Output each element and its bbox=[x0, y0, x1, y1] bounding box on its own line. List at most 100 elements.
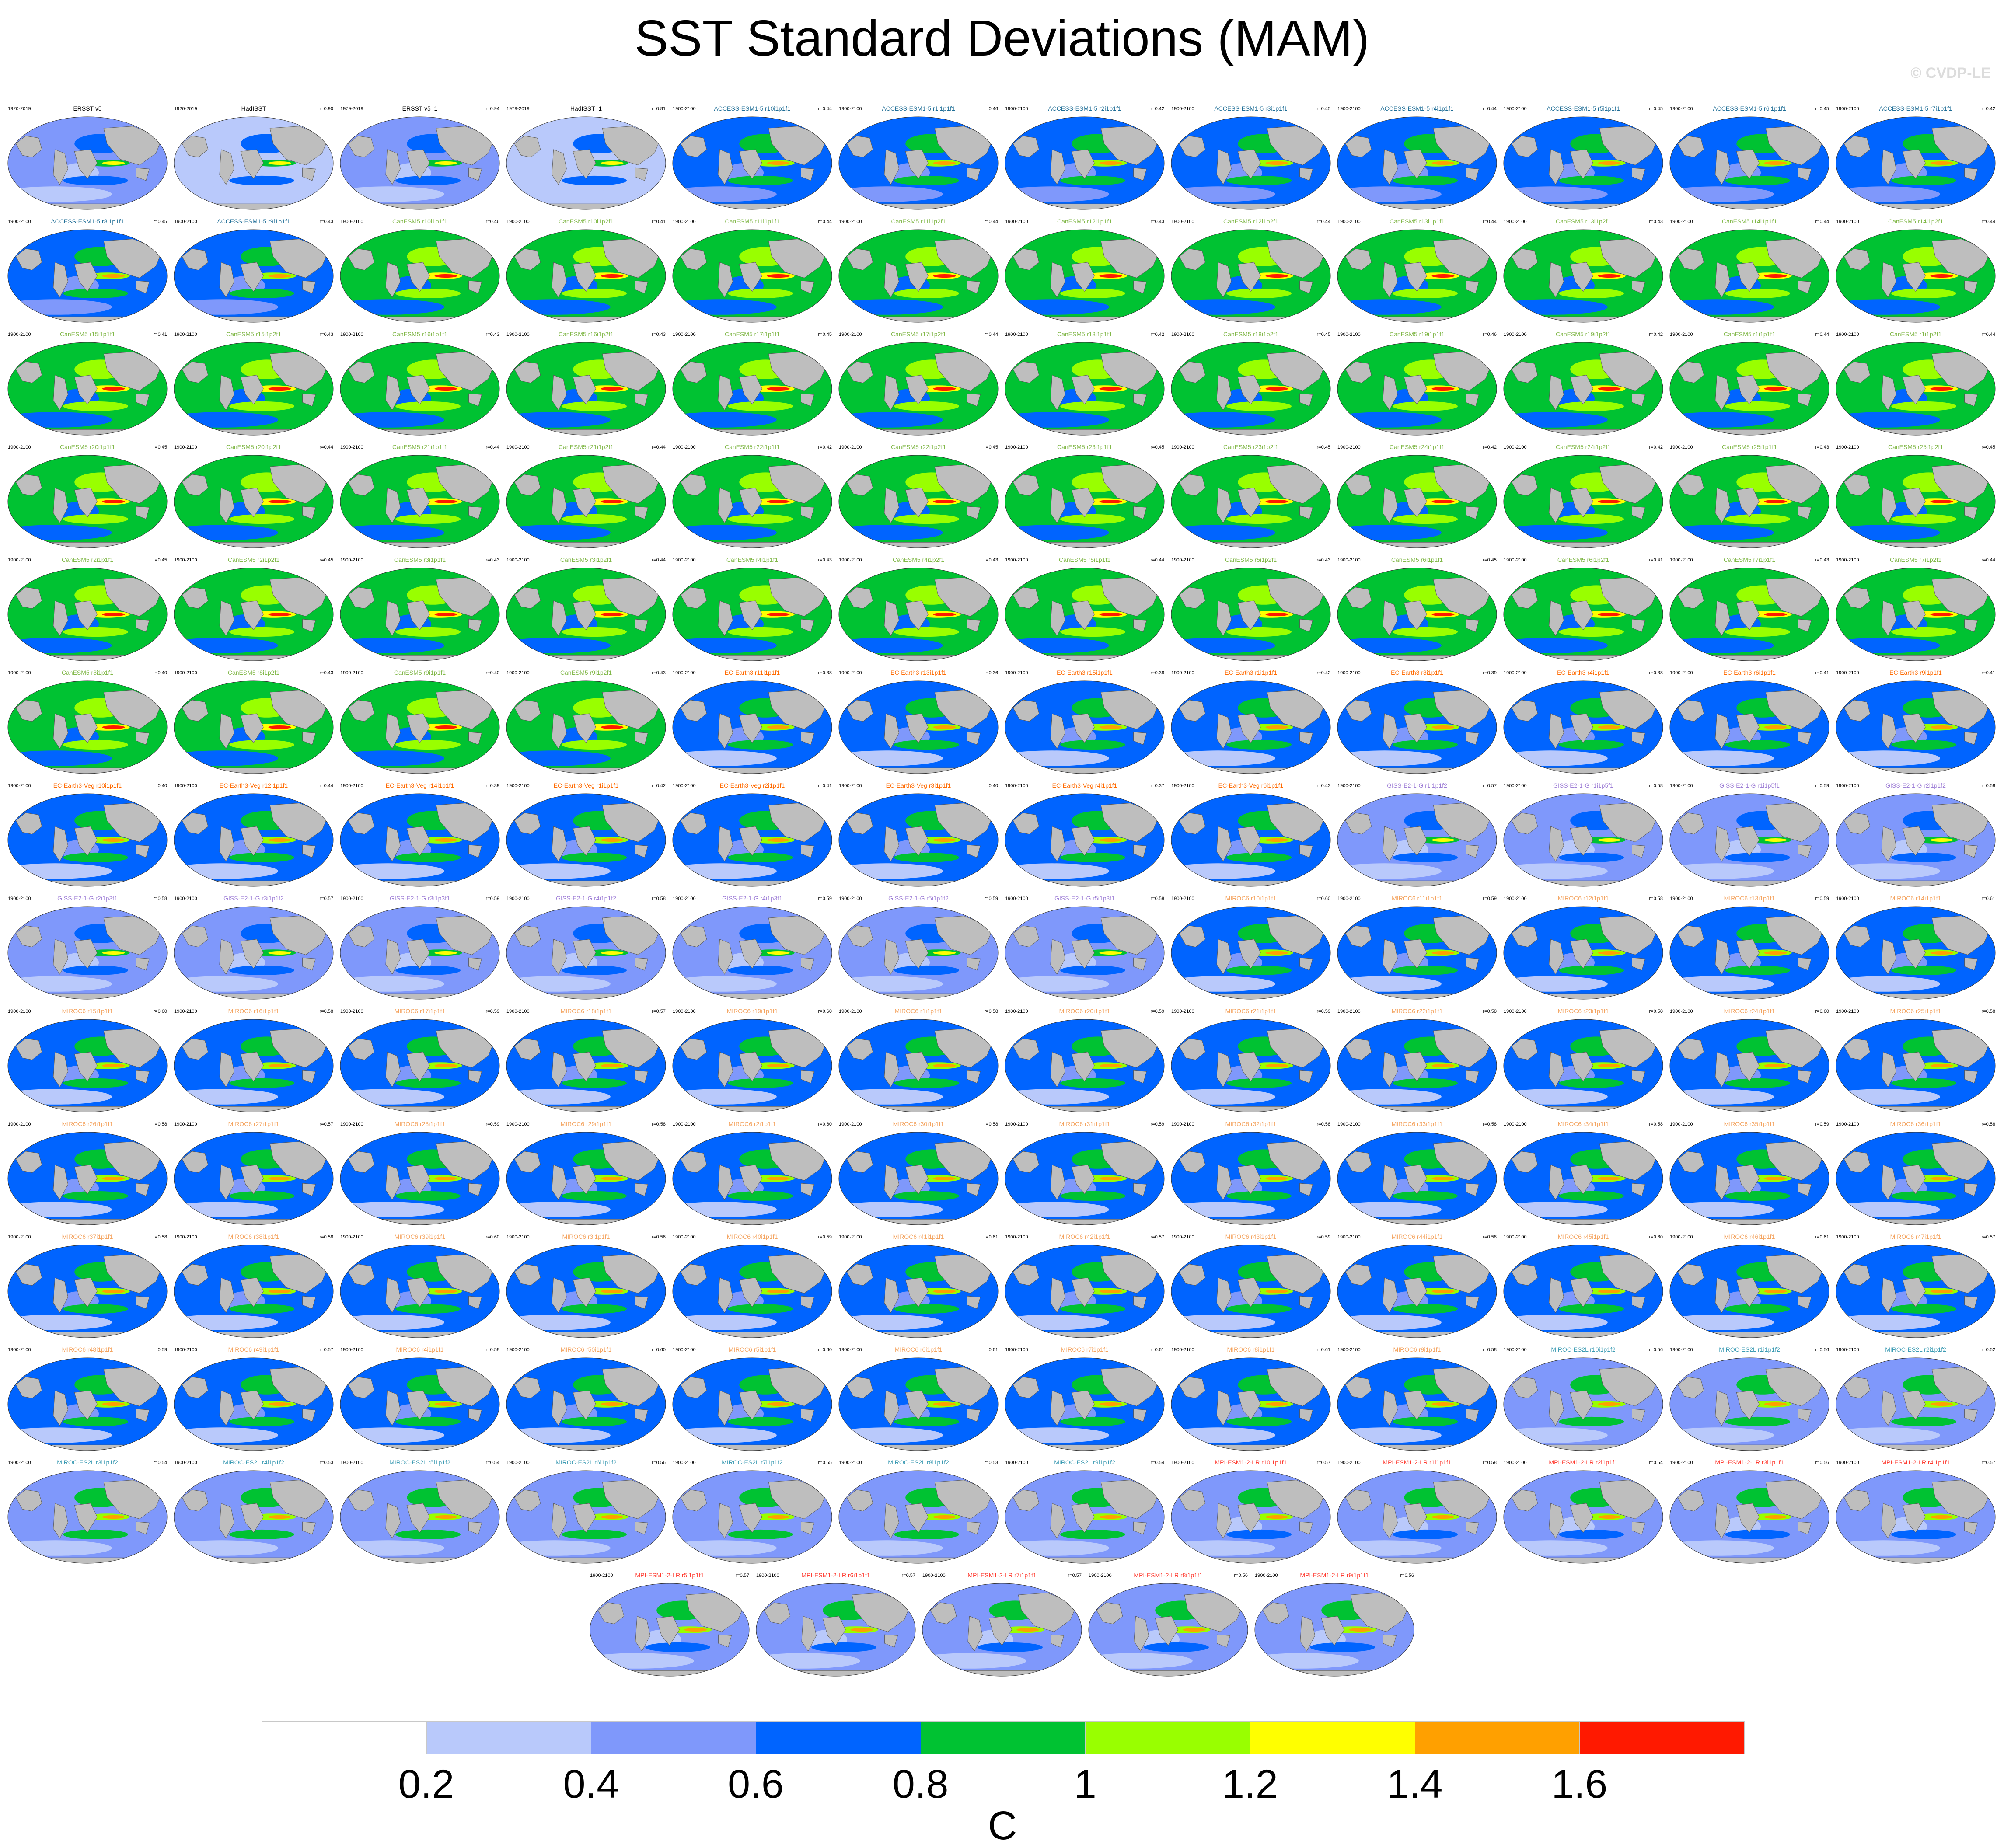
land-mass bbox=[436, 126, 495, 165]
enso-core bbox=[434, 161, 457, 165]
land-mass bbox=[1683, 1106, 1815, 1112]
map-panel: 1900-2100 CanESM5 r14i1p2f1 r=0.44 bbox=[1834, 218, 1997, 327]
panel-pattern-correlation: r=0.60 bbox=[485, 1234, 500, 1240]
land-mass bbox=[1736, 600, 1760, 631]
enso-core bbox=[1764, 1515, 1787, 1519]
enso-core bbox=[1016, 1628, 1040, 1632]
southern-ocean-band bbox=[340, 525, 444, 540]
sst-map bbox=[1337, 1357, 1497, 1451]
southern-ocean-band bbox=[174, 186, 278, 202]
enso-core bbox=[933, 838, 956, 842]
land-mass bbox=[739, 262, 762, 292]
panel-title: MIROC6 r23i1p1f1 bbox=[1557, 1008, 1609, 1015]
map-border bbox=[340, 455, 500, 548]
panel-pattern-correlation: r=0.94 bbox=[485, 106, 500, 112]
land-mass bbox=[573, 600, 596, 631]
southern-ocean-band bbox=[673, 976, 777, 992]
south-pacific-band bbox=[1393, 288, 1458, 299]
southern-ocean-band bbox=[8, 863, 112, 879]
land-mass bbox=[219, 149, 234, 185]
southern-ocean-band bbox=[174, 1089, 278, 1105]
land-mass bbox=[436, 239, 495, 278]
panel-title: ACCESS-ESM1-5 r6i1p1f1 bbox=[1713, 105, 1786, 112]
south-pacific-band bbox=[1725, 288, 1790, 299]
land-mass bbox=[739, 488, 762, 518]
enso-core bbox=[1265, 1402, 1288, 1406]
enso-core bbox=[1930, 1515, 1953, 1519]
sst-map bbox=[672, 568, 832, 661]
enso-core bbox=[434, 387, 457, 391]
panel-pattern-correlation: r=0.44 bbox=[1150, 558, 1165, 563]
enso-core bbox=[434, 613, 457, 616]
land-mass bbox=[718, 600, 733, 636]
sst-map bbox=[174, 116, 334, 210]
panel-pattern-correlation: r=0.44 bbox=[652, 445, 666, 450]
sst-map bbox=[340, 1132, 500, 1225]
land-mass bbox=[21, 880, 154, 886]
panel-period: 1900-2100 bbox=[1337, 558, 1361, 563]
panel-pattern-correlation: r=0.57 bbox=[319, 896, 334, 901]
panel-period: 1900-2100 bbox=[839, 1347, 862, 1353]
sst-map bbox=[838, 1357, 999, 1451]
land-mass bbox=[801, 506, 814, 520]
land-mass bbox=[520, 1557, 652, 1563]
sst-map bbox=[7, 906, 168, 1000]
land-mass bbox=[1850, 203, 1982, 209]
south-pacific-band bbox=[894, 175, 959, 186]
land-mass bbox=[1549, 375, 1564, 411]
panel-title: GISS-E2-1-G r2i1p3f1 bbox=[57, 895, 118, 902]
panel-title: MIROC6 r47i1p1f1 bbox=[1890, 1233, 1941, 1240]
south-pacific-band bbox=[63, 401, 128, 411]
panel-pattern-correlation: r=0.57 bbox=[1316, 1460, 1331, 1465]
map-panel: 1900-2100 MPI-ESM1-2-LR r5i1p1f1 r=0.57 bbox=[588, 1572, 751, 1681]
land-mass bbox=[1517, 429, 1649, 435]
southern-ocean-band bbox=[8, 1540, 112, 1556]
panel-period: 1900-2100 bbox=[1337, 1460, 1361, 1465]
land-mass bbox=[240, 375, 264, 405]
southern-ocean-band bbox=[839, 863, 943, 879]
land-mass bbox=[686, 1332, 818, 1338]
panel-pattern-correlation: r=0.45 bbox=[319, 558, 334, 563]
panel-pattern-correlation: r=0.38 bbox=[1649, 670, 1663, 676]
panel-pattern-correlation: r=0.43 bbox=[818, 558, 832, 563]
land-mass bbox=[1267, 239, 1326, 278]
land-mass bbox=[1071, 600, 1095, 631]
land-mass bbox=[406, 149, 430, 179]
southern-ocean-band bbox=[1171, 1540, 1275, 1556]
panel-period: 1900-2100 bbox=[673, 1009, 696, 1014]
southern-ocean-band bbox=[673, 1427, 777, 1443]
land-mass bbox=[1683, 767, 1815, 774]
panel-period: 1900-2100 bbox=[340, 1347, 363, 1353]
land-mass bbox=[1677, 474, 1704, 496]
enso-core bbox=[1598, 387, 1621, 391]
sst-map bbox=[1503, 342, 1663, 436]
panel-period: 1900-2100 bbox=[673, 1234, 696, 1240]
panel-title: ACCESS-ESM1-5 r10i1p1f1 bbox=[714, 105, 791, 112]
land-mass bbox=[1570, 149, 1593, 179]
land-mass bbox=[1683, 655, 1815, 661]
panel-period: 1900-2100 bbox=[1171, 783, 1194, 788]
southern-ocean-band bbox=[1171, 1315, 1275, 1330]
land-mass bbox=[1931, 126, 1991, 165]
land-mass bbox=[21, 1332, 154, 1338]
panel-title: MIROC-ES2L r5i1p1f2 bbox=[389, 1459, 450, 1466]
land-mass bbox=[1185, 542, 1317, 548]
panel-pattern-correlation: r=0.59 bbox=[1316, 1234, 1331, 1240]
panel-pattern-correlation: r=0.40 bbox=[984, 783, 999, 788]
south-pacific-band bbox=[1559, 739, 1624, 750]
panel-pattern-correlation: r=0.44 bbox=[1483, 106, 1497, 112]
sst-map bbox=[1669, 1132, 1829, 1225]
land-mass bbox=[1677, 136, 1704, 158]
south-pacific-band bbox=[1060, 739, 1125, 750]
sst-map bbox=[1171, 680, 1331, 774]
panel-pattern-correlation: r=0.46 bbox=[485, 219, 500, 224]
map-panel: 1900-2100 GISS-E2-1-G r5i1p3f1 r=0.58 bbox=[1003, 895, 1166, 1004]
land-mass bbox=[1102, 1670, 1234, 1676]
map-panel: 1900-2100 CanESM5 r13i1p2f1 r=0.43 bbox=[1502, 218, 1665, 327]
panel-title: CanESM5 r11i1p1f1 bbox=[725, 218, 780, 225]
south-pacific-band bbox=[1891, 401, 1956, 411]
southern-ocean-band bbox=[1836, 1089, 1940, 1105]
south-pacific-band bbox=[63, 288, 128, 299]
south-pacific-band bbox=[229, 1304, 294, 1314]
enso-core bbox=[933, 1402, 956, 1406]
